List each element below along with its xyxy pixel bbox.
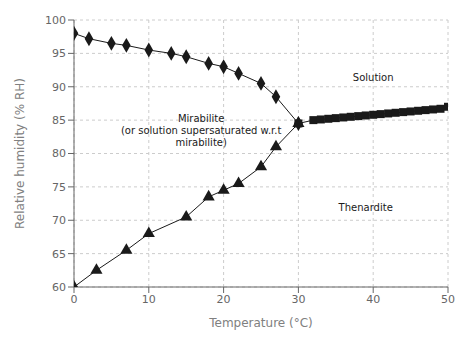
svg-text:80: 80 — [52, 147, 66, 160]
svg-text:85: 85 — [52, 114, 66, 127]
svg-text:Thenardite: Thenardite — [338, 201, 393, 212]
svg-text:10: 10 — [142, 293, 156, 306]
svg-text:Mirabilite(or solution supersa: Mirabilite(or solution supersaturated w.… — [121, 113, 281, 148]
svg-text:50: 50 — [441, 293, 455, 306]
svg-text:75: 75 — [52, 181, 66, 194]
svg-text:30: 30 — [291, 293, 305, 306]
svg-text:Relative humidity (% RH): Relative humidity (% RH) — [13, 78, 27, 229]
svg-text:65: 65 — [52, 248, 66, 261]
svg-text:90: 90 — [52, 81, 66, 94]
svg-text:20: 20 — [217, 293, 231, 306]
svg-text:0: 0 — [71, 293, 78, 306]
svg-text:100: 100 — [45, 14, 66, 27]
svg-text:60: 60 — [52, 281, 66, 294]
svg-text:40: 40 — [366, 293, 380, 306]
svg-text:Solution: Solution — [353, 71, 394, 82]
svg-text:Temperature (°C): Temperature (°C) — [208, 316, 313, 330]
svg-text:95: 95 — [52, 47, 66, 60]
svg-text:70: 70 — [52, 214, 66, 227]
